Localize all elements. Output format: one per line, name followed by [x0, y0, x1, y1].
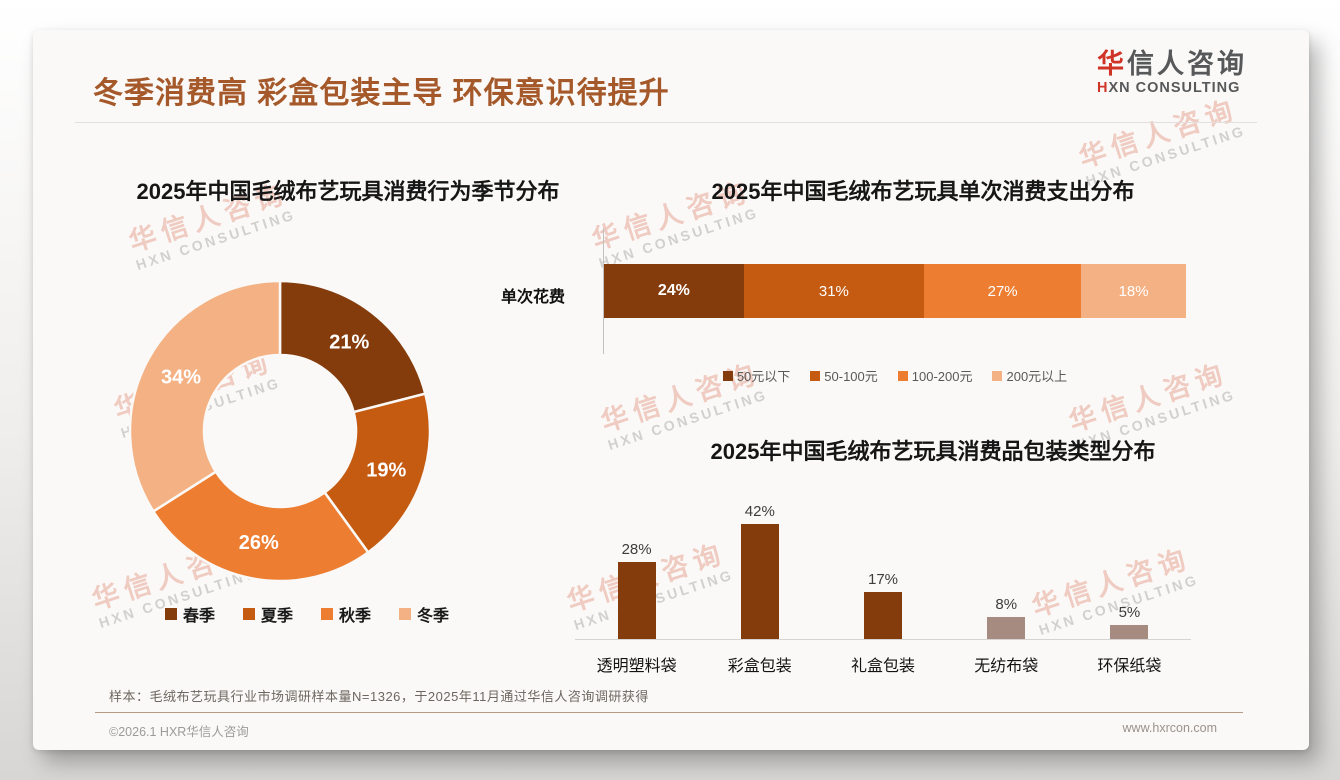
bar-rect: [617, 562, 656, 639]
donut-slice-label: 26%: [239, 532, 279, 554]
bar-category-label: 无纺布袋: [974, 658, 1039, 675]
stack-segment-label: 24%: [657, 282, 690, 299]
donut-legend-item-夏季: 夏季: [242, 602, 293, 626]
bar-group-环保纸袋: 5%: [1068, 498, 1191, 639]
spend-chart-title: 2025年中国毛绒布艺玩具单次消费支出分布: [711, 179, 1135, 204]
spend-stacked-bar: 24% 31% 27% 18%: [604, 264, 1186, 318]
logo-sub-rest: XN CONSULTING: [1108, 79, 1241, 96]
packaging-chart-title: 2025年中国毛绒布艺玩具消费品包装类型分布: [710, 439, 1156, 464]
watermark-text-cn: 华信人咨询: [1065, 357, 1232, 438]
donut-chart-title: 2025年中国毛绒布艺玩具消费行为季节分布: [136, 179, 560, 204]
sample-note: 样本：毛绒布艺玩具行业市场调研样本量N=1326，于2025年11月通过华信人咨…: [109, 689, 649, 704]
legend-swatch-icon: [722, 370, 733, 381]
legend-swatch-icon: [810, 370, 821, 381]
donut-slice-秋季: [151, 469, 370, 583]
packaging-category-labels: 透明塑料袋 彩盒包装 礼盒包装 无纺布袋 环保纸袋: [575, 652, 1191, 676]
logo-name-en: HXN CONSULTING: [1097, 80, 1247, 96]
spend-axis-label: 单次花费: [501, 289, 566, 306]
bar-value-label: 28%: [621, 541, 652, 558]
bar-value-label: 17%: [867, 571, 899, 588]
stack-segment-200元以上: 18%: [1081, 264, 1186, 318]
legend-swatch-icon: [164, 608, 177, 620]
stack-segment-100-200元: 27%: [924, 264, 1082, 318]
bar-group-彩盒包装: 42%: [698, 498, 821, 639]
header-divider: [75, 122, 1257, 123]
stack-segment-50元以下: 24%: [604, 264, 744, 318]
copyright-text: ©2026.1 HXR华信人咨询: [109, 725, 249, 739]
donut-slice-夏季: [322, 392, 432, 555]
bar-group-无纺布袋: 8%: [945, 498, 1068, 639]
donut-slice-label: 19%: [366, 459, 406, 481]
bar-rect: [1110, 625, 1149, 639]
donut-slice-label: 34%: [161, 367, 201, 389]
watermark-text-cn: 华信人咨询: [1075, 93, 1242, 174]
legend-label: 夏季: [260, 608, 293, 625]
bar-rect: [987, 617, 1026, 639]
report-slide: 华信人咨询 HXN CONSULTING 华信人咨询 HXN CONSULTIN…: [33, 30, 1309, 750]
stack-segment-50-100元: 31%: [743, 264, 925, 318]
watermark-text-en: HXN CONSULTING: [596, 204, 761, 272]
legend-label: 200元以上: [1006, 369, 1068, 384]
spend-axis-line: [603, 228, 604, 354]
legend-swatch-icon: [992, 370, 1003, 381]
donut-legend-item-春季: 春季: [164, 602, 215, 626]
logo-sub-accent: H: [1097, 79, 1109, 96]
donut-slice-春季: [278, 279, 427, 414]
website-text: www.hxrcon.com: [1122, 721, 1217, 735]
legend-swatch-icon: [242, 608, 255, 620]
bar-group-礼盒包装: 17%: [821, 498, 944, 639]
legend-swatch-icon: [897, 370, 908, 381]
watermark-text-en: HXN CONSULTING: [133, 206, 298, 274]
legend-label: 秋季: [339, 608, 372, 625]
stack-segment-label: 18%: [1118, 282, 1149, 300]
spend-legend-item-100-200元: 100-200元: [897, 366, 973, 385]
bar-category-label: 彩盒包装: [727, 658, 792, 675]
legend-label: 50元以下: [736, 369, 791, 384]
packaging-bar-chart: 28% 42% 17% 8% 5%: [575, 498, 1191, 640]
spend-legend-item-50元以下: 50元以下: [722, 366, 791, 385]
bar-rect: [864, 592, 902, 639]
logo-name-rest: 信人咨询: [1127, 49, 1247, 79]
bar-value-label: 5%: [1118, 604, 1141, 621]
bar-group-透明塑料袋: 28%: [575, 498, 698, 639]
stack-segment-label: 31%: [818, 282, 849, 300]
spend-legend-item-50-100元: 50-100元: [810, 366, 878, 385]
stack-segment-label: 27%: [987, 282, 1018, 300]
donut-slice-冬季: [128, 279, 282, 514]
bar-value-label: 8%: [995, 596, 1018, 613]
page-title: 冬季消费高 彩盒包装主导 环保意识待提升: [93, 77, 670, 110]
bar-value-label: 42%: [744, 503, 775, 520]
legend-label: 50-100元: [824, 369, 878, 384]
donut-legend-item-冬季: 冬季: [399, 602, 449, 626]
footer-divider: [95, 712, 1243, 713]
donut-legend: 春季 夏季 秋季 冬季: [107, 602, 507, 626]
watermark-text-cn: 华信人咨询: [597, 357, 764, 438]
bar-category-label: 礼盒包装: [851, 658, 916, 675]
donut-legend-item-秋季: 秋季: [321, 602, 371, 626]
donut-slice-label: 21%: [329, 332, 369, 354]
legend-label: 100-200元: [911, 369, 973, 384]
company-logo: 华信人咨询 HXN CONSULTING: [1097, 49, 1247, 96]
bar-category-label: 环保纸袋: [1097, 658, 1162, 675]
bar-rect: [740, 524, 779, 639]
spend-legend-item-200元以上: 200元以上: [992, 366, 1067, 385]
bar-category-label: 透明塑料袋: [596, 658, 677, 675]
logo-name-cn: 华信人咨询: [1097, 49, 1247, 80]
legend-label: 春季: [182, 608, 215, 625]
spend-legend: 50元以下 50-100元 100-200元 200元以上: [604, 366, 1186, 385]
legend-swatch-icon: [399, 608, 412, 620]
legend-label: 冬季: [417, 608, 450, 625]
logo-accent-char: 华: [1097, 49, 1127, 79]
legend-swatch-icon: [321, 608, 333, 620]
season-donut-chart: 21% 19% 26% 34%: [128, 279, 432, 583]
